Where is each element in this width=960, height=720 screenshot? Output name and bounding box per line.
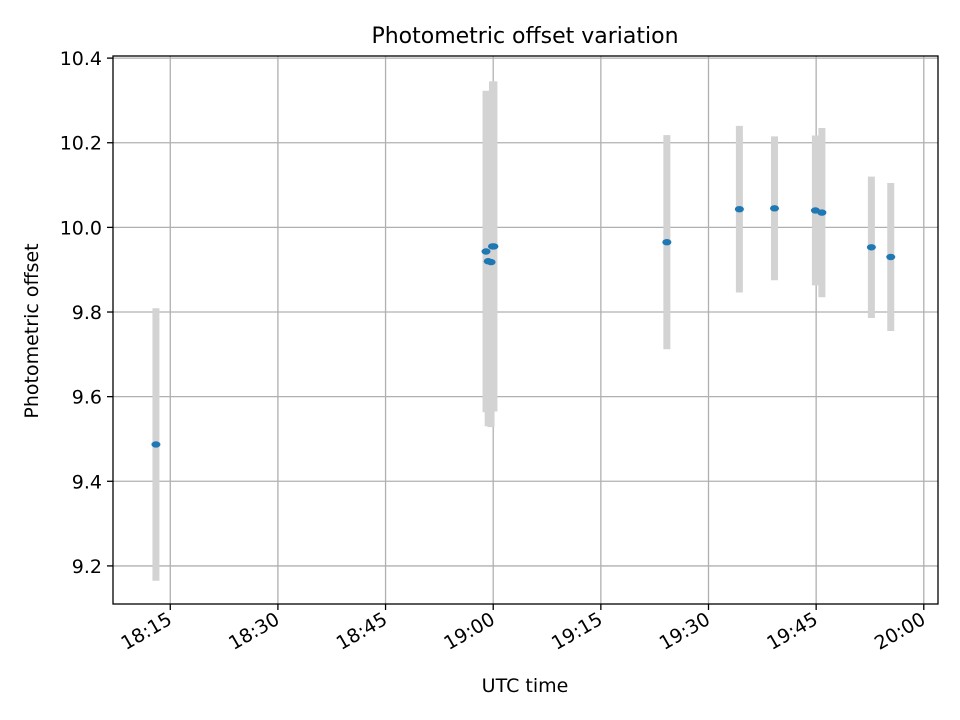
axes-frame bbox=[112, 55, 939, 605]
y-tick-label: 10.0 bbox=[60, 217, 102, 239]
y-tick-label: 10.2 bbox=[60, 133, 102, 155]
data-point bbox=[481, 248, 491, 255]
x-axis-label: UTC time bbox=[482, 675, 569, 697]
data-point bbox=[886, 253, 896, 261]
y-tick-label: 10.4 bbox=[60, 48, 102, 70]
y-axis-ticks: 9.2 9.4 9.6 9.8 10.0 10.2 10.4 bbox=[60, 48, 113, 578]
data-point bbox=[486, 258, 496, 266]
data-points bbox=[151, 205, 896, 448]
y-tick-label: 9.6 bbox=[72, 387, 102, 409]
y-tick-label: 9.2 bbox=[72, 556, 102, 578]
data-point bbox=[489, 243, 499, 250]
y-tick-label: 9.8 bbox=[72, 302, 102, 324]
data-point bbox=[770, 205, 780, 212]
data-point bbox=[817, 209, 827, 216]
y-axis-label: Photometric offset bbox=[21, 243, 43, 418]
data-point bbox=[734, 205, 744, 213]
data-point bbox=[866, 244, 876, 251]
chart-title: Photometric offset variation bbox=[371, 24, 678, 49]
data-point bbox=[151, 441, 161, 448]
y-tick-label: 9.4 bbox=[72, 471, 102, 493]
grid-lines bbox=[113, 56, 938, 604]
data-point bbox=[662, 238, 672, 246]
